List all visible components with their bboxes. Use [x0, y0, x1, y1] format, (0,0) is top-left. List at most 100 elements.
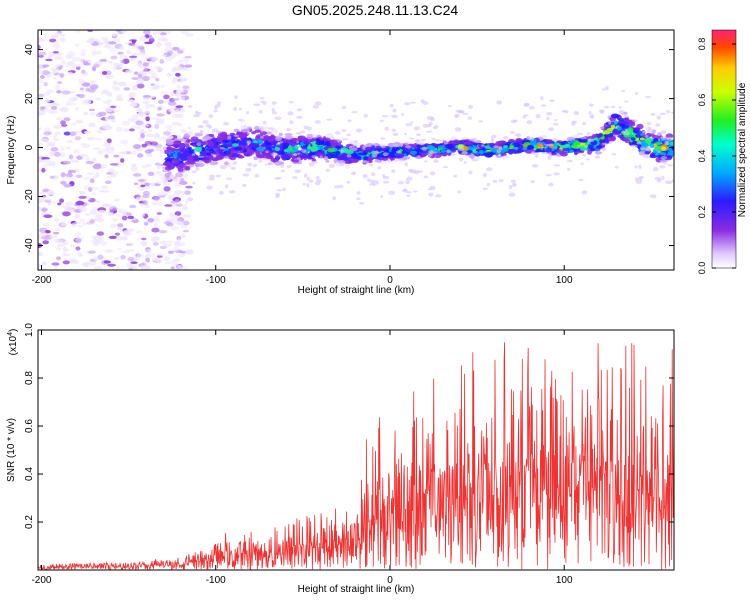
spectrogram-halo-cell [334, 185, 340, 189]
spectrogram-noise-cell [166, 240, 174, 244]
spectrogram-signal-cell [251, 143, 258, 148]
spectrogram-halo-cell [636, 141, 642, 145]
spectrogram-noise-cell [53, 56, 62, 61]
spectrogram-halo-cell [421, 146, 428, 151]
spectrogram-signal-cell [638, 150, 647, 156]
spectrogram-noise-cell [175, 202, 183, 208]
spectrogram-signal-cell [544, 140, 553, 144]
spectrogram-halo-cell [362, 173, 368, 179]
spectrogram-noise-cell [177, 264, 183, 269]
spectrogram-signal-cell [613, 120, 618, 126]
spectrogram-noise-cell [127, 257, 135, 262]
spectrogram-signal-cell [202, 157, 211, 161]
spectrogram-halo-cell [640, 146, 646, 151]
spectrogram-noise-cell [145, 56, 150, 60]
spectrogram-halo-cell [308, 179, 314, 183]
spectrogram-halo-cell [638, 164, 642, 169]
spectrogram-noise-cell [137, 73, 143, 79]
spectrogram-halo-cell [280, 164, 285, 169]
spectrogram-noise-cell [184, 64, 193, 68]
spectrogram-halo-cell [391, 114, 398, 119]
spectrogram-halo-cell [496, 149, 501, 153]
spectrogram-halo-cell [194, 110, 199, 114]
spectrogram-noise-cell [167, 250, 175, 254]
spectrogram-halo-cell [598, 109, 605, 113]
spectrogram-halo-cell [276, 135, 281, 139]
spectrogram-noise-cell [117, 63, 124, 69]
spectrogram-halo-cell [443, 141, 449, 145]
spectrogram-halo-cell [254, 173, 260, 178]
spectrogram-halo-cell [295, 131, 302, 135]
spectrogram-halo-cell [315, 176, 320, 180]
spectrogram-halo-cell [508, 184, 513, 190]
spectrogram-noise-cell [130, 125, 137, 129]
spectrogram-noise-cell [69, 131, 77, 137]
spectrogram-noise-cell [171, 121, 180, 126]
spectrogram-noise-cell [163, 221, 172, 225]
spectrogram-noise-cell [116, 227, 123, 230]
spectrogram-halo-cell [468, 170, 473, 175]
spectrogram-halo-cell [523, 102, 530, 106]
spectrogram-halo-cell [581, 154, 587, 157]
spectrogram-signal-cell [164, 165, 173, 171]
spectrogram-noise-cell [167, 101, 177, 106]
spectrogram-noise-cell [147, 171, 155, 176]
spectrogram-halo-cell [194, 161, 199, 164]
spectrogram-halo-cell [392, 108, 397, 113]
spectrogram-noise-cell [38, 101, 41, 106]
snr-ytick-label: 0.2 [24, 515, 35, 529]
spectrogram-noise-cell [83, 111, 89, 116]
spectrogram-halo-cell [215, 174, 221, 178]
spectrogram-noise-cell [104, 154, 109, 159]
spectrogram-noise-cell [153, 222, 159, 228]
spectrogram-signal-cell [630, 137, 636, 141]
spectrogram-halo-cell [422, 101, 429, 106]
spectrogram-noise-cell [46, 89, 56, 93]
spectrogram-halo-cell [259, 136, 264, 139]
spectrogram-signal-cell [233, 128, 240, 133]
spectrogram-signal-cell [526, 136, 531, 140]
spectrogram-noise-cell [38, 71, 44, 74]
spectrogram-noise-cell [59, 73, 65, 78]
spectrogram-halo-cell [468, 104, 474, 109]
spectrogram-signal-cell [350, 158, 359, 163]
spectrogram-halo-cell [242, 183, 247, 188]
spectrogram-noise-cell [109, 206, 118, 212]
colorbar-ticks: 0.0 0.2 0.4 0.6 0.8 [697, 38, 736, 274]
spectrogram-noise-cell [148, 252, 156, 257]
spectrogram-signal-cell [331, 153, 338, 159]
spectrogram-noise-cell [175, 221, 185, 226]
spectrogram-signal-cell [662, 162, 669, 165]
spectrogram-halo-cell [196, 142, 202, 147]
colorbar-tick-label: 0.2 [697, 206, 707, 219]
spectrogram-noise-cell [146, 153, 153, 157]
spectrogram-noise-cell [136, 230, 144, 234]
spectrogram-noise-cell [166, 128, 172, 132]
spectrogram-signal-cell [594, 151, 603, 155]
snr-xtick-label: 0 [387, 575, 393, 586]
spectrogram-halo-cell [496, 100, 503, 105]
spectrogram-halo-cell [409, 169, 417, 174]
spectrogram-noise-cell [98, 150, 103, 155]
spectrogram-halo-cell [341, 105, 347, 110]
spectrogram-signal-cell [195, 162, 205, 168]
spectrogram-noise-cell [75, 168, 80, 172]
spectrogram-halo-cell [434, 194, 442, 198]
spectrogram-noise-cell [75, 236, 84, 239]
spectrogram-noise-cell [182, 85, 190, 89]
spectrogram-ytick-label: 20 [24, 93, 35, 105]
spectrogram-halo-cell [422, 123, 429, 129]
spectrogram-halo-cell [292, 153, 298, 156]
spectrogram-noise-cell [151, 257, 161, 262]
spectrogram-signal-cell [190, 136, 199, 141]
spectrogram-noise-cell [184, 190, 191, 195]
spectrogram-signal-cell [278, 151, 285, 155]
spectrogram-halo-cell [356, 197, 361, 200]
spectrogram-signal-cell [509, 144, 515, 149]
spectrogram-noise-cell [175, 72, 181, 77]
spectrogram-halo-cell [388, 190, 396, 195]
spectrogram-halo-cell [413, 126, 421, 131]
spectrogram-halo-cell [571, 121, 576, 126]
spectrogram-halo-cell [219, 146, 225, 150]
